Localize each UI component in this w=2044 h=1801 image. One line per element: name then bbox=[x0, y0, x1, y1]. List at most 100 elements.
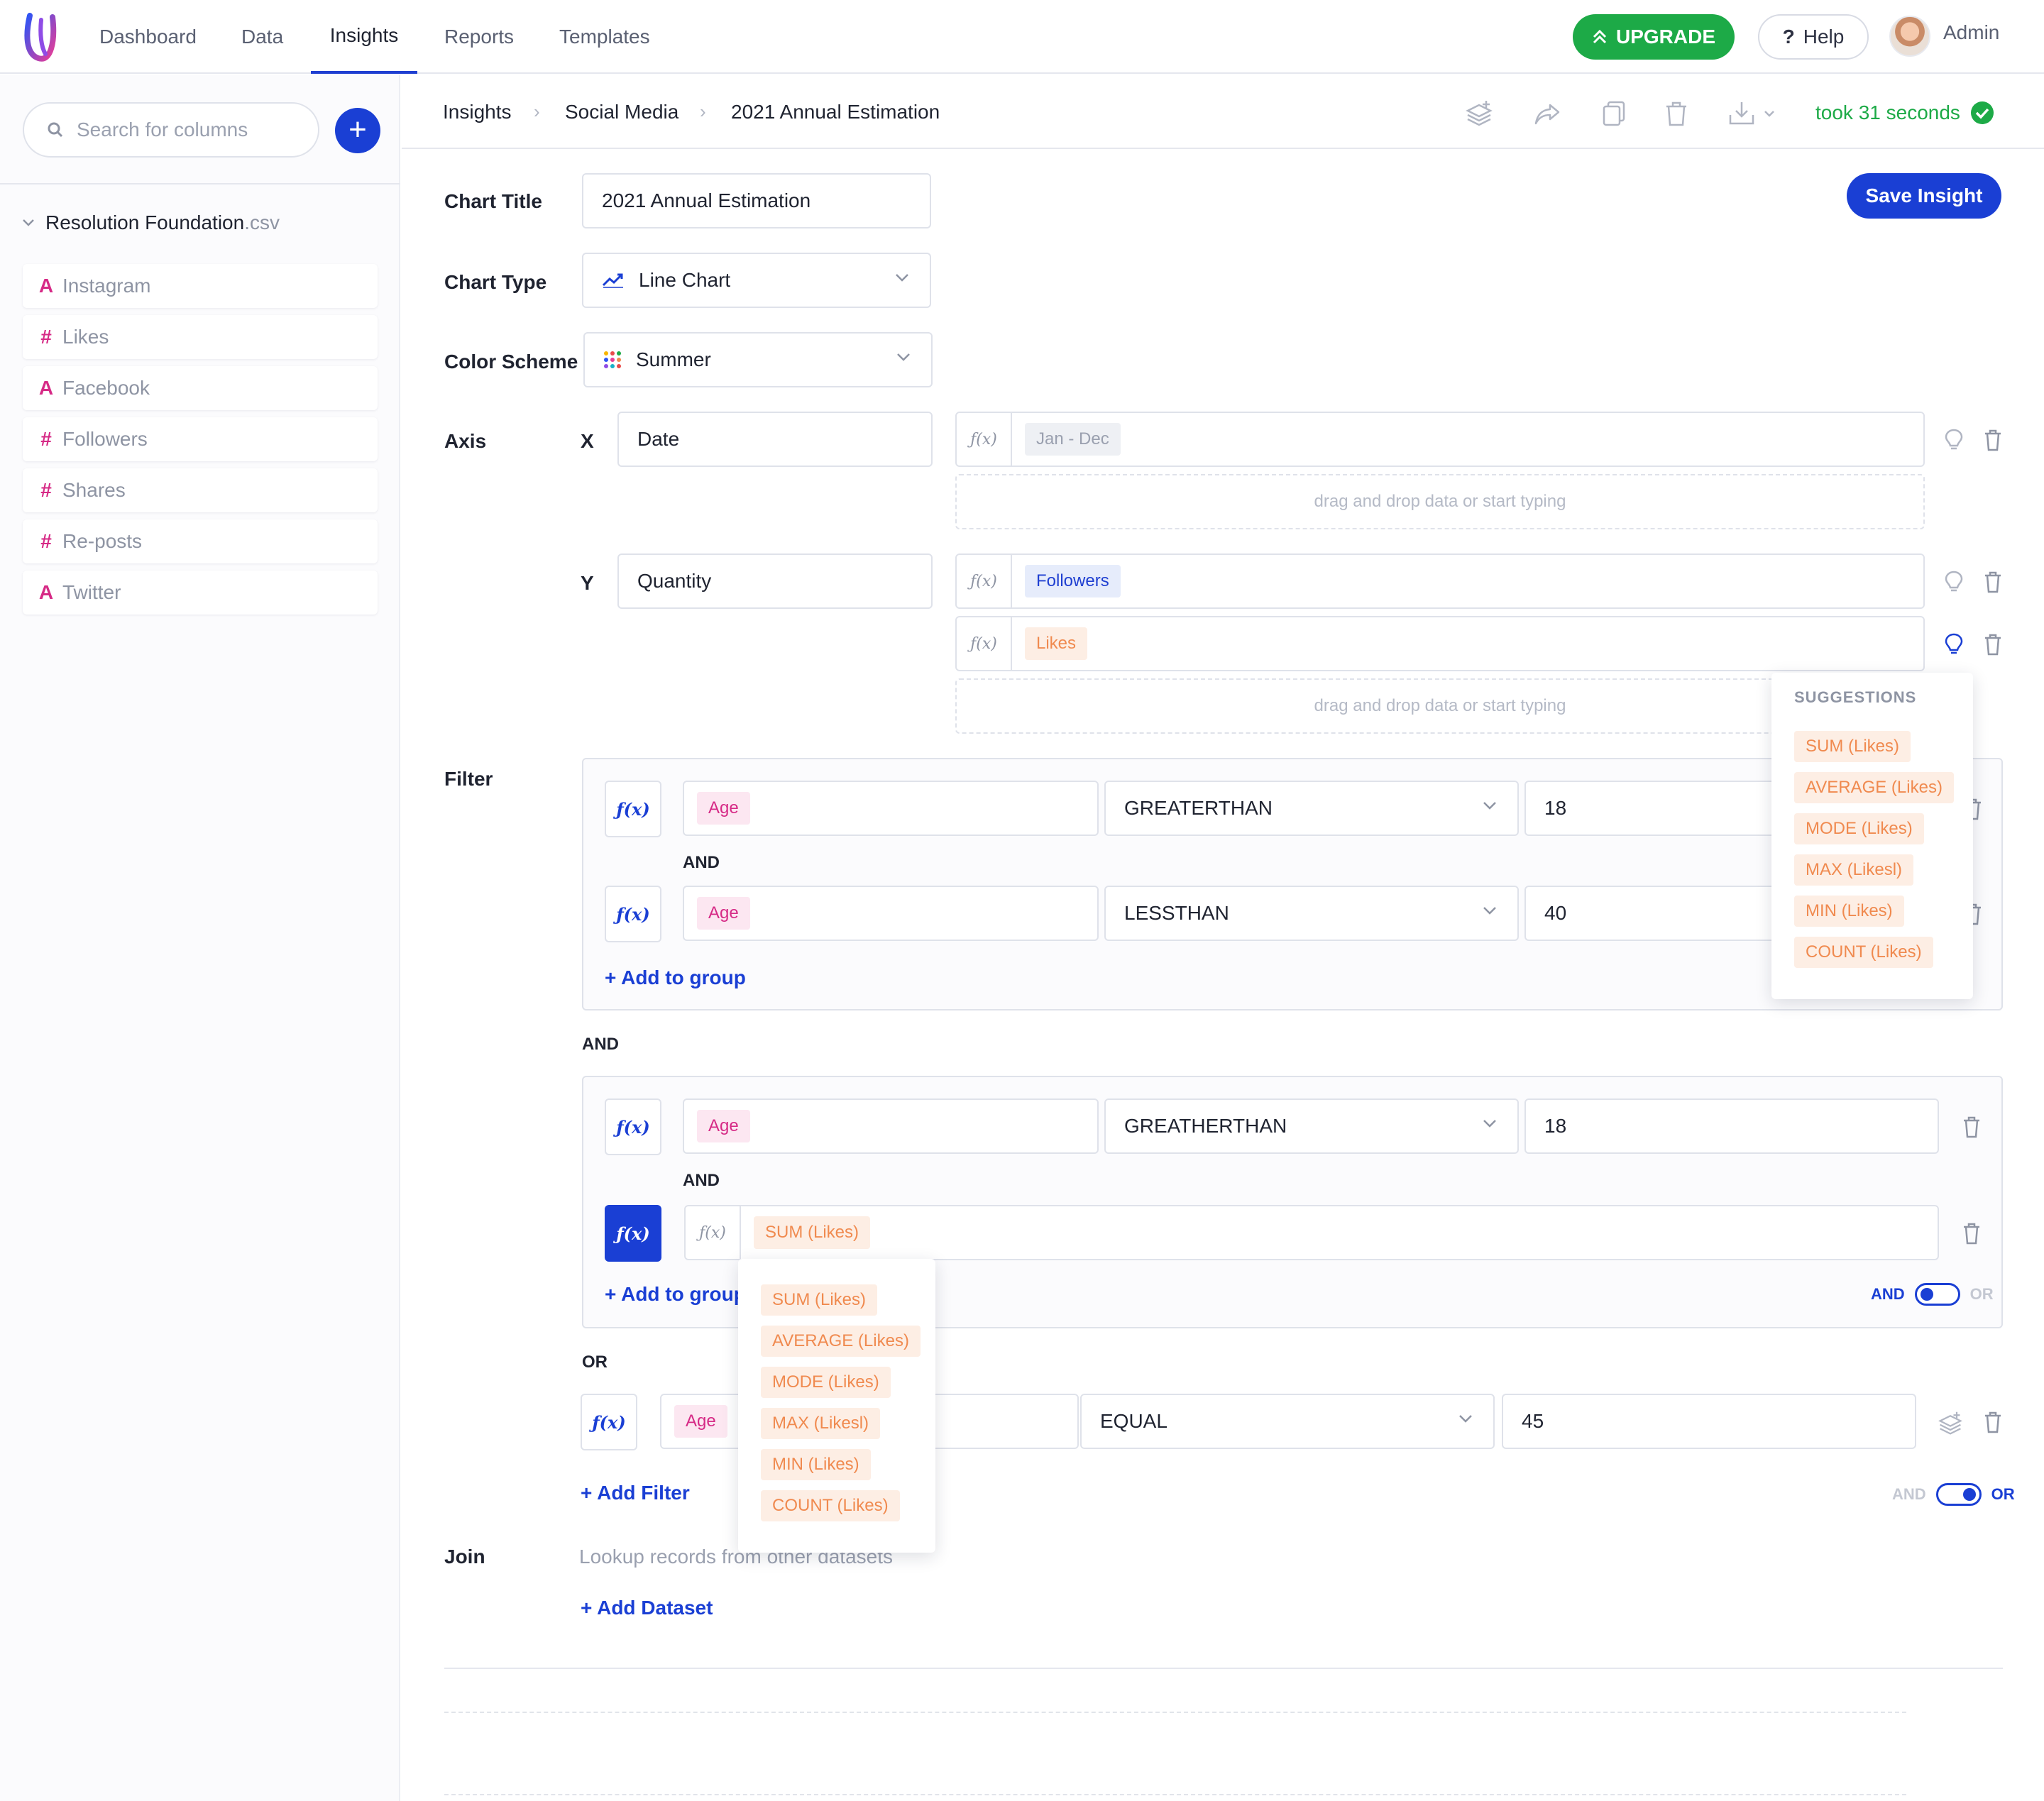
help-button[interactable]: ? Help bbox=[1758, 14, 1869, 60]
suggestions-title: SUGGESTIONS bbox=[1794, 688, 1917, 706]
sum-likes-chip[interactable]: SUM (Likes) bbox=[754, 1216, 871, 1249]
column-item-likes[interactable]: # Likes bbox=[23, 315, 378, 359]
filter-value-input[interactable]: 45 bbox=[1502, 1394, 1916, 1449]
filter-operator-select[interactable]: EQUAL bbox=[1080, 1394, 1495, 1449]
suggestion-option[interactable]: AVERAGE (Likes) bbox=[1794, 772, 1954, 803]
suggestion-option[interactable]: MAX (Likesl) bbox=[1794, 854, 1914, 886]
nav-data[interactable]: Data bbox=[241, 26, 284, 48]
top-navigation: Dashboard Data Insights Reports Template… bbox=[0, 0, 2044, 74]
layers-add-icon[interactable] bbox=[1465, 99, 1493, 128]
fx-toggle-button[interactable]: ƒ(x) bbox=[605, 1098, 661, 1155]
lightbulb-icon[interactable] bbox=[1945, 571, 1963, 593]
suggestions-popup: SUGGESTIONS SUM (Likes) AVERAGE (Likes) … bbox=[1771, 673, 1973, 999]
age-chip[interactable]: Age bbox=[697, 1110, 750, 1142]
column-item-facebook[interactable]: A Facebook bbox=[23, 366, 378, 410]
fx-toggle-button-active[interactable]: ƒ(x) bbox=[605, 1205, 661, 1262]
column-item-instagram[interactable]: A Instagram bbox=[23, 264, 378, 308]
filter-field-input[interactable]: Age bbox=[683, 1098, 1099, 1154]
column-item-reposts[interactable]: # Re-posts bbox=[23, 519, 378, 563]
nav-insights[interactable]: Insights bbox=[311, 0, 417, 74]
function-option[interactable]: SUM (Likes) bbox=[761, 1284, 878, 1316]
x-axis-dropzone[interactable]: drag and drop data or start typing bbox=[955, 474, 1925, 529]
toggle-switch[interactable] bbox=[1914, 1283, 1960, 1306]
age-chip[interactable]: Age bbox=[674, 1405, 727, 1438]
x-axis-chip[interactable]: Jan - Dec bbox=[1025, 423, 1121, 456]
filter-operator-select[interactable]: LESSTHAN bbox=[1104, 886, 1519, 941]
y-axis-expression-likes[interactable]: ƒ(x) Likes bbox=[955, 616, 1925, 671]
fx-toggle-button[interactable]: ƒ(x) bbox=[581, 1394, 637, 1450]
download-menu-icon[interactable] bbox=[1726, 99, 1776, 128]
trash-icon[interactable] bbox=[1662, 99, 1691, 128]
add-column-button[interactable]: + bbox=[335, 108, 380, 153]
column-item-twitter[interactable]: A Twitter bbox=[23, 571, 378, 615]
likes-chip[interactable]: Likes bbox=[1025, 627, 1088, 660]
chart-type-select[interactable]: Line Chart bbox=[582, 253, 931, 308]
lightbulb-icon[interactable] bbox=[1945, 429, 1963, 451]
column-search-input[interactable]: Search for columns bbox=[23, 102, 319, 158]
nav-templates[interactable]: Templates bbox=[559, 26, 650, 48]
chevron-down-icon bbox=[896, 352, 911, 362]
fx-toggle-button[interactable]: ƒ(x) bbox=[605, 886, 661, 942]
suggestion-option[interactable]: MODE (Likes) bbox=[1794, 813, 1924, 844]
function-option[interactable]: MAX (Likesl) bbox=[761, 1408, 881, 1439]
filter-value-input[interactable]: 18 bbox=[1524, 1098, 1939, 1154]
group-logic-toggle[interactable]: AND OR bbox=[1871, 1283, 1994, 1306]
trash-icon[interactable] bbox=[1983, 1411, 2003, 1433]
copy-icon[interactable] bbox=[1600, 99, 1628, 128]
filter-field-input[interactable]: Age bbox=[683, 781, 1099, 836]
search-icon bbox=[47, 121, 64, 138]
age-chip[interactable]: Age bbox=[697, 897, 750, 930]
lightbulb-active-icon[interactable] bbox=[1945, 633, 1963, 656]
y-axis-expression-followers[interactable]: ƒ(x) Followers bbox=[955, 553, 1925, 609]
trash-icon[interactable] bbox=[1962, 1222, 1982, 1245]
followers-chip[interactable]: Followers bbox=[1025, 565, 1121, 597]
trash-icon[interactable] bbox=[1983, 429, 2003, 451]
search-placeholder: Search for columns bbox=[77, 119, 248, 141]
chevron-down-icon bbox=[894, 272, 910, 282]
y-axis-field-input[interactable]: Quantity bbox=[617, 553, 933, 609]
column-item-shares[interactable]: # Shares bbox=[23, 468, 378, 512]
age-chip[interactable]: Age bbox=[697, 792, 750, 825]
add-dataset-link[interactable]: + Add Dataset bbox=[581, 1597, 713, 1619]
function-option[interactable]: AVERAGE (Likes) bbox=[761, 1326, 921, 1357]
chart-title-input[interactable]: 2021 Annual Estimation bbox=[582, 173, 931, 228]
function-option[interactable]: MODE (Likes) bbox=[761, 1367, 891, 1398]
layers-add-icon[interactable] bbox=[1938, 1411, 1963, 1436]
nav-reports[interactable]: Reports bbox=[444, 26, 515, 48]
filter-expression-input[interactable]: ƒ(x) SUM (Likes) bbox=[684, 1205, 1939, 1260]
function-option[interactable]: MIN (Likes) bbox=[761, 1449, 871, 1480]
save-insight-button[interactable]: Save Insight bbox=[1847, 173, 2001, 219]
filter-operator-select[interactable]: GREATHERTHAN bbox=[1104, 1098, 1519, 1154]
nav-dashboard[interactable]: Dashboard bbox=[99, 26, 197, 48]
axis-label: Axis bbox=[444, 430, 487, 452]
trash-icon[interactable] bbox=[1983, 571, 2003, 593]
upgrade-button[interactable]: UPGRADE bbox=[1573, 14, 1735, 60]
x-axis-field-input[interactable]: Date bbox=[617, 412, 933, 467]
trash-icon[interactable] bbox=[1962, 1116, 1982, 1138]
x-axis-expression[interactable]: ƒ(x) Jan - Dec bbox=[955, 412, 1925, 467]
function-option[interactable]: COUNT (Likes) bbox=[761, 1490, 900, 1521]
suggestion-option[interactable]: SUM (Likes) bbox=[1794, 731, 1911, 762]
filter-field-input[interactable]: Age bbox=[683, 886, 1099, 941]
color-scheme-value: Summer bbox=[636, 348, 711, 370]
filter-logic-toggle[interactable]: AND OR bbox=[1892, 1483, 2015, 1506]
filter-operator-select[interactable]: GREATERTHAN bbox=[1104, 781, 1519, 836]
suggestion-option[interactable]: COUNT (Likes) bbox=[1794, 937, 1933, 968]
toggle-switch[interactable] bbox=[1935, 1483, 1982, 1506]
add-filter-link[interactable]: + Add Filter bbox=[581, 1482, 690, 1504]
chart-type-value: Line Chart bbox=[639, 269, 731, 291]
dataset-header[interactable]: Resolution Foundation.csv bbox=[21, 211, 280, 234]
suggestion-option[interactable]: MIN (Likes) bbox=[1794, 896, 1904, 927]
avatar[interactable] bbox=[1889, 16, 1930, 57]
add-to-group-link[interactable]: + Add to group bbox=[605, 1283, 746, 1305]
fx-toggle-button[interactable]: ƒ(x) bbox=[605, 781, 661, 837]
add-to-group-link[interactable]: + Add to group bbox=[605, 966, 746, 988]
breadcrumb-social-media[interactable]: Social Media bbox=[565, 101, 679, 123]
share-icon[interactable] bbox=[1533, 99, 1561, 128]
user-name[interactable]: Admin bbox=[1943, 21, 2000, 43]
breadcrumb-insights[interactable]: Insights bbox=[443, 101, 512, 123]
app-logo[interactable] bbox=[24, 13, 57, 62]
trash-icon[interactable] bbox=[1983, 633, 2003, 656]
color-scheme-select[interactable]: Summer bbox=[583, 332, 933, 387]
column-item-followers[interactable]: # Followers bbox=[23, 417, 378, 461]
